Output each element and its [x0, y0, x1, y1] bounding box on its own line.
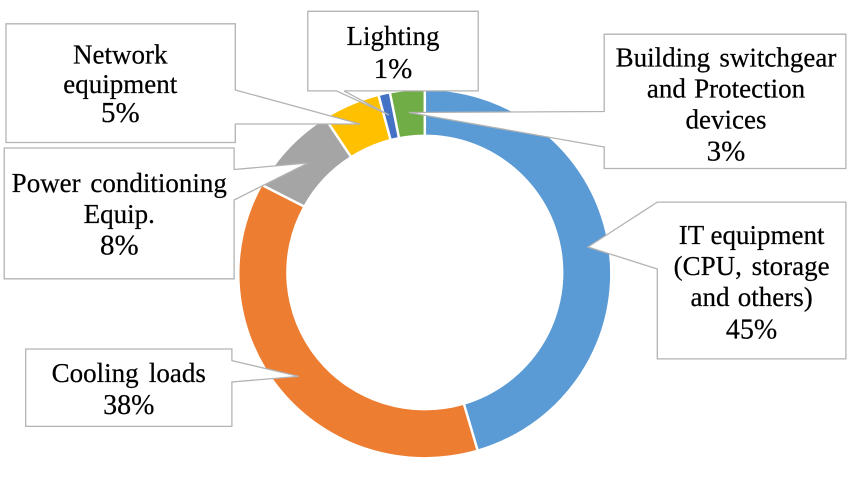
svg-text:Lighting: Lighting — [347, 21, 440, 51]
svg-text:8%: 8% — [100, 229, 139, 261]
svg-text:(CPU, storage: (CPU, storage — [674, 251, 830, 281]
svg-text:Network: Network — [73, 39, 168, 69]
svg-text:and others): and others) — [690, 282, 812, 312]
svg-text:Cooling loads: Cooling loads — [52, 358, 206, 388]
svg-text:IT equipment: IT equipment — [679, 220, 825, 250]
svg-text:equipment: equipment — [63, 69, 177, 99]
svg-text:38%: 38% — [103, 390, 154, 421]
svg-text:5%: 5% — [101, 97, 140, 129]
svg-text:1%: 1% — [374, 53, 413, 85]
svg-text:Equip.: Equip. — [84, 199, 155, 229]
svg-text:and Protection: and Protection — [647, 74, 806, 104]
svg-text:45%: 45% — [726, 315, 777, 346]
svg-text:Power conditioning: Power conditioning — [12, 168, 227, 198]
svg-text:Building switchgear: Building switchgear — [616, 42, 837, 72]
svg-text:devices: devices — [686, 105, 767, 135]
svg-text:3%: 3% — [707, 135, 746, 167]
